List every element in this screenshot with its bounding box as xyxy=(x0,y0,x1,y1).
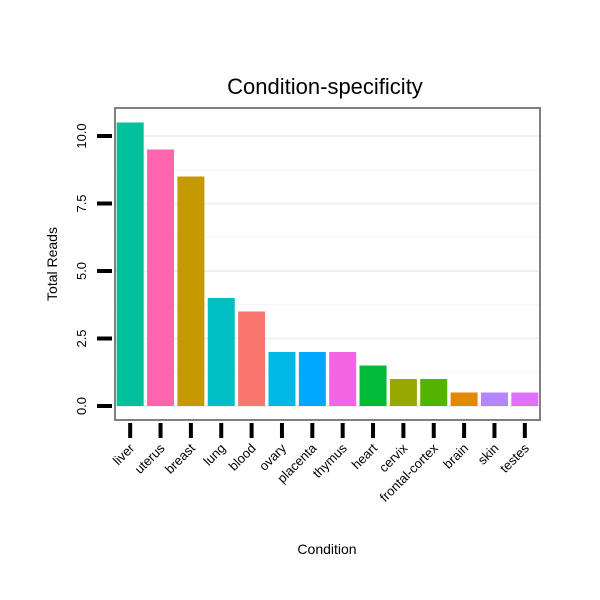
x-tick-label-lung: lung xyxy=(200,441,228,469)
x-tick-label-brain: brain xyxy=(440,441,471,472)
y-tick-label: 5.0 xyxy=(74,262,89,280)
chart-title: Condition-specificity xyxy=(227,74,423,99)
bar-liver xyxy=(116,122,144,406)
bar-breast xyxy=(177,176,205,406)
plot-panel-border xyxy=(114,107,541,421)
y-axis-title: Total Reads xyxy=(44,227,60,301)
bar-testes xyxy=(511,392,539,406)
x-tick-label-uterus: uterus xyxy=(131,440,168,477)
bar-ovary xyxy=(268,352,296,406)
x-tick-label-testes: testes xyxy=(497,440,532,475)
bar-blood xyxy=(238,311,266,406)
bars xyxy=(116,122,539,406)
bar-lung xyxy=(207,298,235,406)
y-tick-label: 0.0 xyxy=(74,397,89,415)
x-tick-label-blood: blood xyxy=(226,441,259,474)
x-axis-title: Condition xyxy=(297,541,356,557)
x-tick-label-breast: breast xyxy=(162,440,198,476)
x-tick-label-thymus: thymus xyxy=(310,440,351,481)
bar-cervix xyxy=(389,379,417,406)
bar-skin xyxy=(480,392,508,406)
bar-frontal-cortex xyxy=(420,379,448,406)
y-tick-label: 10.0 xyxy=(74,123,89,148)
bar-uterus xyxy=(147,149,175,406)
x-tick-label-heart: heart xyxy=(349,440,381,472)
bar-thymus xyxy=(329,352,357,406)
bar-heart xyxy=(359,365,387,406)
bar-placenta xyxy=(298,352,326,406)
y-axis: 0.0 2.5 5.0 7.5 10.0 xyxy=(74,123,112,415)
bar-brain xyxy=(450,392,478,406)
y-tick-label: 2.5 xyxy=(74,329,89,347)
y-tick-label: 7.5 xyxy=(74,194,89,212)
